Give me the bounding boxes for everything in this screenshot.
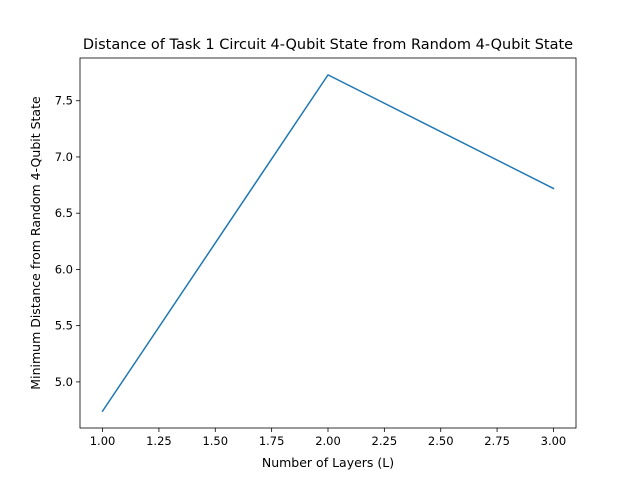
y-tick-label: 5.0: [55, 375, 73, 389]
series-layer: [101, 74, 555, 413]
x-tick-label: 2.50: [428, 434, 454, 448]
x-tick-label: 1.25: [146, 434, 172, 448]
y-tick-label: 7.0: [55, 150, 73, 164]
x-tick-label: 1.00: [90, 434, 116, 448]
x-tick-label: 2.75: [484, 434, 510, 448]
y-axis: 5.0 5.5 6.0 6.5 7.0 7.5: [55, 94, 80, 389]
x-tick-label: 2.00: [315, 434, 341, 448]
chart-title: Distance of Task 1 Circuit 4-Qubit State…: [83, 37, 573, 53]
x-tick-label: 3.00: [541, 434, 567, 448]
x-tick-label: 1.50: [202, 434, 228, 448]
y-tick-label: 6.0: [55, 262, 73, 276]
y-tick-label: 6.5: [55, 206, 73, 220]
x-tick-label: 2.25: [372, 434, 398, 448]
y-tick-label: 7.5: [55, 94, 73, 108]
y-tick-label: 5.5: [55, 319, 73, 333]
plot-area: [80, 58, 576, 428]
series-line: [101, 74, 555, 413]
x-axis-label: Number of Layers (L): [262, 455, 394, 470]
x-axis: 1.00 1.25 1.50 1.75 2.00 2.25 2.50 2.75 3.00: [90, 428, 567, 448]
x-tick-label: 1.75: [259, 434, 285, 448]
y-axis-label: Minimum Distance from Random 4-Qubit Sta…: [28, 96, 43, 390]
